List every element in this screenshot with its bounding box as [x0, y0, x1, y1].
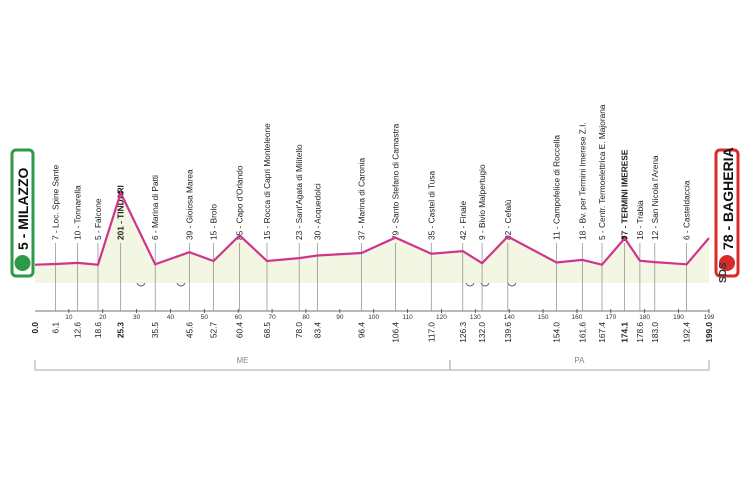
waypoint-label: 77 - TERMINI IMERESE [620, 149, 630, 240]
km-label: 161.6 [577, 322, 587, 343]
x-tick-label: 120 [436, 314, 447, 321]
waypoint-label: 79 - Santo Stefano di Camastra [390, 123, 400, 240]
km-label: 117.0 [426, 322, 436, 343]
km-label: 0.0 [30, 322, 40, 334]
waypoint-label: 18 - Bv. per Termini Imerese Z.I. [577, 122, 587, 240]
x-tick-label: 140 [504, 314, 515, 321]
x-tick-label: 160 [571, 314, 582, 321]
km-label: 126.3 [458, 322, 468, 343]
finish-icon [719, 255, 735, 271]
x-tick-label: 190 [673, 314, 684, 321]
profile-area [35, 192, 709, 283]
waypoint-label: 15 - Rocca di Capri Monteleone [262, 123, 272, 240]
km-label: 96.4 [357, 322, 367, 339]
km-label: 60.4 [235, 322, 245, 339]
x-tick-label: 50 [201, 314, 209, 321]
x-tick-label: 80 [302, 314, 310, 321]
start-box [10, 148, 35, 278]
waypoint-label: 12 - San Nicola l'Arena [650, 155, 660, 240]
logo: SDS [718, 262, 729, 283]
km-label: 139.6 [503, 322, 513, 343]
region-bracket [449, 360, 710, 371]
km-label: 174.1 [620, 322, 630, 343]
km-label: 35.5 [150, 322, 160, 339]
region-label: ME [236, 356, 248, 365]
waypoint-label: 23 - Sant'Agata di Militello [294, 144, 304, 240]
km-label: 154.0 [552, 322, 562, 343]
region-label: PA [574, 356, 585, 365]
waypoint-label: 82 - Cefalù [503, 199, 513, 240]
profile-line [34, 189, 710, 266]
km-label: 132.0 [477, 322, 487, 343]
km-label: 45.6 [184, 322, 194, 339]
km-label: 183.0 [650, 322, 660, 343]
waypoint-label: 7 - Loc. Spine Sante [51, 164, 61, 240]
x-tick-label: 199 [704, 314, 715, 321]
x-tick-label: 110 [402, 314, 413, 321]
x-tick-label: 10 [65, 314, 73, 321]
waypoint-label: 37 - Marina di Caronia [357, 158, 367, 240]
x-tick-label: 40 [167, 314, 175, 321]
waypoint-label: 42 - Finale [458, 200, 468, 240]
km-label: 78.0 [294, 322, 304, 339]
waypoint-label: 35 - Castel di Tusa [426, 170, 436, 240]
km-label: 192.4 [682, 322, 692, 343]
x-tick-label: 180 [639, 314, 650, 321]
x-tick-label: 90 [336, 314, 344, 321]
start-icon [14, 255, 31, 271]
km-label: 12.6 [73, 322, 83, 339]
waypoint-label: 15 - Brolo [208, 204, 218, 240]
waypoint-label: 10 - Tonnarella [73, 185, 83, 240]
finish-box [714, 148, 740, 278]
waypoint-label: 30 - Acquedolci [312, 183, 322, 240]
waypoint-label: 201 - TINDARI [116, 185, 126, 240]
km-label: 178.6 [635, 322, 645, 343]
km-label: 199.0 [704, 322, 714, 343]
km-label: 25.3 [116, 322, 126, 339]
x-tick-label: 150 [538, 314, 549, 321]
waypoint-label: 85 - Capo d'Orlando [235, 165, 245, 240]
waypoint-label: 39 - Gioiosa Marea [184, 169, 194, 240]
x-tick-label: 60 [235, 314, 243, 321]
km-label: 83.4 [312, 322, 322, 339]
x-tick-label: 130 [470, 314, 481, 321]
waypoint-label: 5 - Falcone [93, 198, 103, 240]
km-label: 68.5 [262, 322, 272, 339]
waypoint-label: 6 - Casteldaccia [682, 180, 692, 240]
waypoint-label: 11 - Campofelice di Roccella [552, 135, 562, 240]
km-label: 106.4 [390, 322, 400, 343]
x-tick-label: 100 [368, 314, 379, 321]
waypoint-label: 5 - Centr. Termoelettrica E. Majorana [597, 104, 607, 240]
km-label: 18.6 [93, 322, 103, 339]
waypoint-label: 16 - Trabia [635, 200, 645, 240]
waypoint-label: 6 - Marina di Patti [150, 175, 160, 240]
start-label: 5 - MILAZZO [15, 167, 31, 250]
km-label: 6.1 [51, 322, 61, 334]
km-label: 52.7 [208, 322, 218, 339]
x-tick-label: 170 [605, 314, 616, 321]
x-tick-label: 20 [99, 314, 107, 321]
finish-label: 78 - BAGHERIA [720, 147, 736, 250]
x-tick-label: 70 [268, 314, 276, 321]
km-label: 167.4 [597, 322, 607, 343]
waypoint-label: 9 - Bivio Malpertugio [477, 164, 487, 240]
x-tick-label: 30 [133, 314, 141, 321]
